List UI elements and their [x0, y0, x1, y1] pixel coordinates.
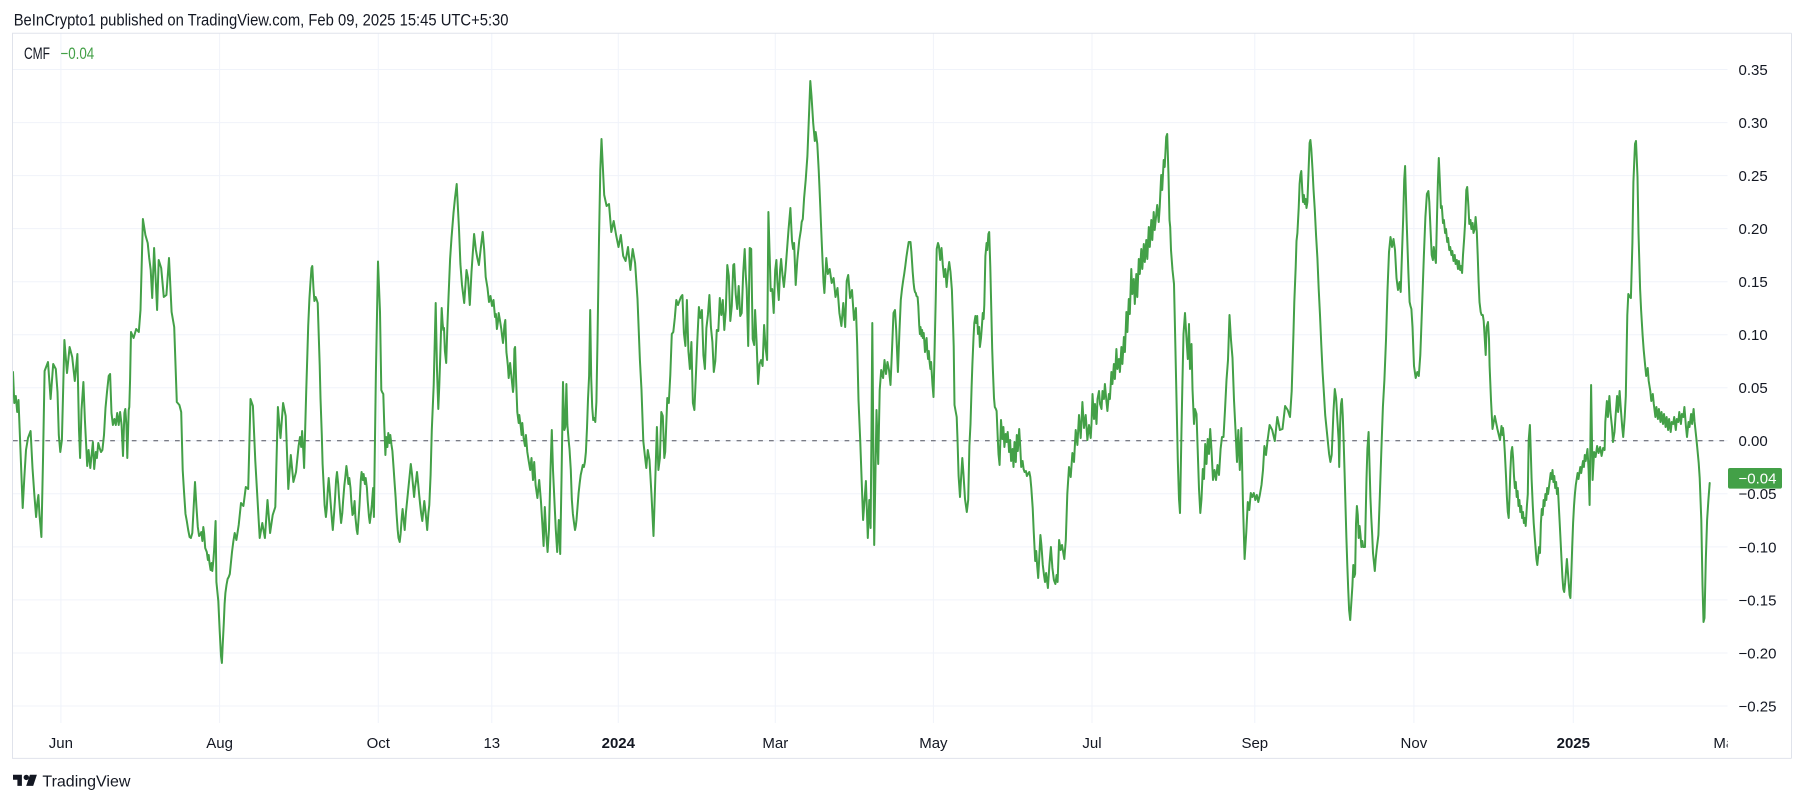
- svg-text:0.30: 0.30: [1739, 115, 1768, 132]
- svg-text:−0.15: −0.15: [1739, 592, 1777, 609]
- svg-text:May: May: [919, 735, 948, 752]
- svg-text:−0.05: −0.05: [1739, 486, 1777, 503]
- svg-text:Jun: Jun: [49, 735, 73, 752]
- svg-text:Mar: Mar: [762, 735, 788, 752]
- svg-text:2024: 2024: [602, 735, 636, 752]
- svg-text:Aug: Aug: [206, 735, 233, 752]
- svg-text:0.25: 0.25: [1739, 168, 1768, 185]
- svg-text:−0.25: −0.25: [1739, 698, 1777, 715]
- svg-text:−0.10: −0.10: [1739, 539, 1777, 556]
- svg-text:0.20: 0.20: [1739, 221, 1768, 238]
- svg-text:13: 13: [483, 735, 500, 752]
- svg-text:0.00: 0.00: [1739, 433, 1768, 450]
- svg-text:Oct: Oct: [367, 735, 391, 752]
- svg-text:0.15: 0.15: [1739, 274, 1768, 291]
- svg-text:BeInCrypto1 published on Tradi: BeInCrypto1 published on TradingView.com…: [14, 11, 509, 30]
- svg-text:Jul: Jul: [1082, 735, 1101, 752]
- svg-text:CMF: CMF: [24, 45, 50, 63]
- svg-text:0.35: 0.35: [1739, 62, 1768, 79]
- svg-text:TradingView: TradingView: [42, 774, 130, 791]
- svg-text:Mar: Mar: [1713, 735, 1739, 752]
- svg-text:−0.20: −0.20: [1739, 645, 1777, 662]
- svg-text:−0.04: −0.04: [60, 45, 94, 63]
- svg-text:2025: 2025: [1557, 735, 1590, 752]
- svg-text:0.05: 0.05: [1739, 380, 1768, 397]
- svg-text:Sep: Sep: [1241, 735, 1268, 752]
- svg-text:−0.04: −0.04: [1739, 471, 1777, 488]
- svg-text:Nov: Nov: [1401, 735, 1428, 752]
- svg-text:0.10: 0.10: [1739, 327, 1768, 344]
